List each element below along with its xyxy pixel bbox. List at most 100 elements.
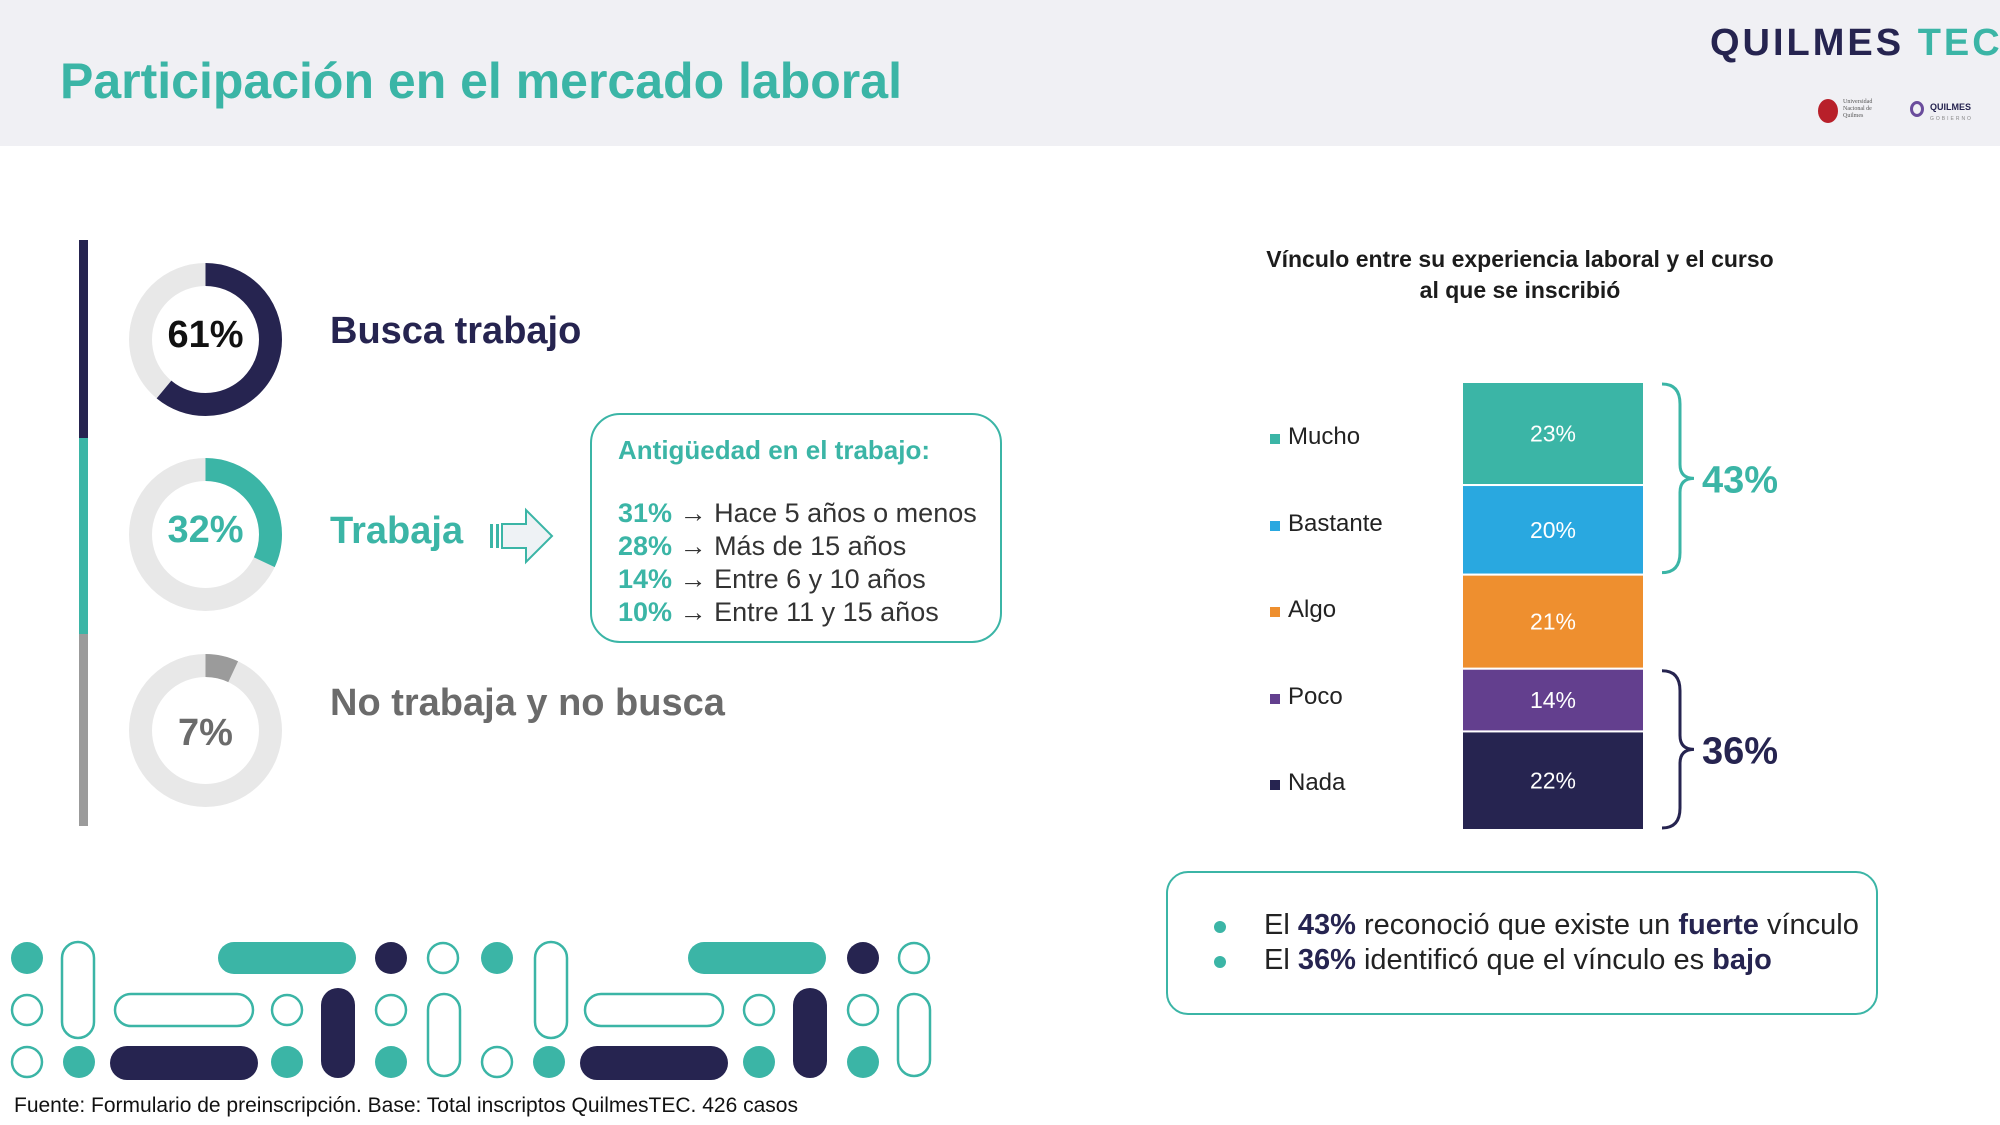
- bar-segment-nada: [1461, 730, 1645, 831]
- donut-pct-busca: 61%: [167, 314, 244, 356]
- legend-swatch: [1270, 780, 1280, 790]
- bar-segment-bastante: [1461, 484, 1645, 576]
- page-title: Participación en el mercado laboral: [60, 53, 902, 109]
- decor-shape: [846, 993, 880, 1027]
- tenure-pct: 14%: [618, 564, 673, 594]
- tenure-box: Antigüedad en el trabajo: 31% → Hace 5 a…: [590, 413, 1002, 643]
- tenure-list: 31% → Hace 5 años o menos 28% → Más de 1…: [618, 497, 977, 629]
- group-total-label: 36%: [1702, 730, 1778, 772]
- header-band: [0, 0, 2000, 146]
- legend-swatch: [1270, 694, 1280, 704]
- summary-pct: 36%: [1297, 944, 1356, 976]
- summary-text: El 36% identificó que el vínculo es bajo: [1264, 944, 1772, 977]
- donut-busca-trabajo: [129, 263, 282, 416]
- decor-shape: [897, 941, 931, 975]
- bullet-icon: [1214, 956, 1226, 968]
- summary-text-part: El: [1264, 944, 1298, 976]
- tenure-title: Antigüedad en el trabajo:: [618, 435, 931, 465]
- decor-shape: [742, 993, 776, 1027]
- group-total-label: 43%: [1702, 459, 1778, 501]
- decor-shape: [847, 1046, 879, 1078]
- decor-shape: [688, 942, 826, 974]
- bar-segment-algo: [1461, 573, 1645, 670]
- summary-emphasis: bajo: [1712, 944, 1772, 976]
- summary-text-part: reconoció que existe un: [1355, 909, 1679, 941]
- decor-shape: [10, 993, 44, 1027]
- legend-swatch: [1270, 521, 1280, 531]
- decor-shape: [426, 941, 460, 975]
- donut-arc: [129, 263, 282, 416]
- data-label: 14%: [1530, 687, 1576, 713]
- decor-shape: [847, 942, 879, 974]
- chart-title: Vínculo entre su experiencia laboral y e…: [1266, 246, 1774, 303]
- decor-shape: [583, 992, 725, 1028]
- tenure-item: 10% → Entre 11 y 15 años: [618, 596, 977, 629]
- donut-no-trabaja: [129, 654, 282, 807]
- decor-shape: [110, 1046, 258, 1080]
- right-arrow-icon: [490, 507, 554, 565]
- donut-pct-trabaja: 32%: [167, 509, 244, 551]
- tenure-text: → Hace 5 años o menos: [679, 498, 977, 528]
- data-label: 20%: [1530, 517, 1576, 543]
- decor-shape: [63, 1046, 95, 1078]
- decorative-pattern: [10, 940, 932, 1080]
- summary-emphasis: fuerte: [1678, 909, 1759, 941]
- status-bar-gray: [79, 634, 88, 826]
- tenure-item: 14% → Entre 6 y 10 años: [618, 563, 977, 596]
- brand-main: QUILMES: [1710, 22, 1905, 64]
- decor-shape: [270, 993, 304, 1027]
- status-label-no-trabaja: No trabaja y no busca: [330, 682, 725, 724]
- legend-label: Poco: [1288, 683, 1343, 710]
- legend-label: Bastante: [1288, 510, 1383, 537]
- status-bar-navy: [79, 240, 88, 438]
- legend-swatch: [1270, 607, 1280, 617]
- government-logo-name: QUILMES: [1930, 102, 1972, 112]
- bar-segment-mucho: [1461, 381, 1645, 487]
- decor-shape: [426, 992, 462, 1078]
- stacked-bar-chart: 23% 20% 21% 14% 22% 43% 36%: [1461, 381, 1778, 831]
- government-logo-icon: [1910, 101, 1924, 117]
- legend-swatch: [1270, 434, 1280, 444]
- data-label: 23%: [1530, 421, 1576, 447]
- decor-shape: [10, 1045, 44, 1079]
- university-logo-text: Universidad Nacional de Quilmes: [1843, 99, 1873, 119]
- data-label: 22%: [1530, 768, 1576, 794]
- brand-logo: QUILMES TEC: [1710, 22, 2000, 65]
- summary-text-part: El: [1264, 909, 1298, 941]
- decor-shape: [743, 1046, 775, 1078]
- decor-shape: [793, 988, 827, 1078]
- government-logo-text: QUILMES GOBIERNO: [1930, 102, 1973, 124]
- tenure-pct: 31%: [618, 498, 673, 528]
- decor-shape: [218, 942, 356, 974]
- donut-trabaja: [129, 458, 282, 611]
- decor-shape: [374, 993, 408, 1027]
- status-bar-teal: [79, 438, 88, 634]
- decor-shape: [533, 1046, 565, 1078]
- decor-shape: [271, 1046, 303, 1078]
- decor-shape: [60, 940, 96, 1040]
- donut-arc: [129, 654, 282, 807]
- university-seal-icon: [1818, 99, 1838, 123]
- tenure-text: → Entre 11 y 15 años: [679, 597, 939, 627]
- decor-shape: [113, 992, 255, 1028]
- data-label: 21%: [1530, 609, 1576, 635]
- bar-segment-poco: [1461, 667, 1645, 733]
- summary-pct: 43%: [1297, 909, 1356, 941]
- decor-shape: [580, 1046, 728, 1080]
- brand-accent: TEC: [1917, 22, 2000, 64]
- tenure-text: → Entre 6 y 10 años: [679, 564, 926, 594]
- summary-text-part: vínculo: [1758, 909, 1859, 941]
- tenure-pct: 28%: [618, 531, 673, 561]
- donut-arc: [129, 458, 282, 611]
- university-logo: Universidad Nacional de Quilmes: [1818, 97, 1890, 125]
- status-label-trabaja: Trabaja: [330, 510, 464, 552]
- decor-shape: [896, 992, 932, 1078]
- government-logo: QUILMES GOBIERNO: [1908, 97, 1988, 125]
- donut-pct-no-trabaja: 7%: [178, 712, 233, 754]
- bracket-36: [1661, 669, 1695, 830]
- summary-text-part: identificó que el vínculo es: [1355, 944, 1713, 976]
- decor-shape: [480, 1045, 514, 1079]
- decor-shape: [321, 988, 355, 1078]
- status-label-busca: Busca trabajo: [330, 310, 582, 352]
- tenure-item: 31% → Hace 5 años o menos: [618, 497, 977, 530]
